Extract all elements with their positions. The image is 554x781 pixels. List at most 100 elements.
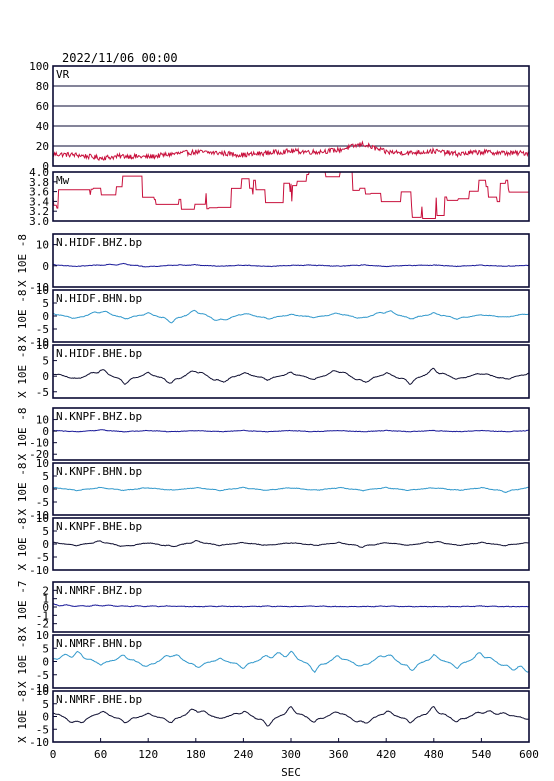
y-tick-label: 0: [42, 370, 49, 383]
panel-2: 3.03.23.43.63.84.0 Mw: [29, 166, 530, 228]
x-tick-label: 300: [281, 748, 301, 761]
y-tick-label: 0: [42, 483, 49, 496]
y-tick-label: 0: [42, 160, 49, 173]
y-tick-label: -5: [36, 386, 49, 399]
panel-label: Mw: [56, 174, 70, 187]
y-axis-label: X 10E -8: [16, 345, 29, 398]
x-tick-label: 480: [424, 748, 444, 761]
y-tick-label: 4.0: [29, 166, 49, 179]
y-tick-label: -10: [29, 281, 49, 294]
panel-label: N.KNPF.BHN.bp: [56, 465, 142, 478]
panel-label: N.KNPF.BHE.bp: [56, 520, 142, 533]
y-tick-label: 10: [36, 629, 49, 642]
panel-frame: [52, 233, 530, 288]
panel-frame: [52, 171, 530, 222]
series-line: [53, 650, 530, 674]
y-tick-label: 100: [29, 60, 49, 73]
x-tick-label: 420: [376, 748, 396, 761]
y-tick-label: 10: [36, 512, 49, 525]
panel-frame: [52, 344, 530, 399]
y-tick-label: -10: [29, 509, 49, 522]
y-tick-label: 1: [42, 593, 49, 606]
y-tick-label: 5: [42, 698, 49, 711]
panel-label: N.HIDF.BHN.bp: [56, 292, 142, 305]
y-axis-label: X 10E -8: [16, 690, 29, 743]
y-tick-label: 40: [36, 120, 49, 133]
x-tick-label: 240: [233, 748, 253, 761]
panel-label: N.NMRF.BHZ.bp: [56, 584, 142, 597]
panel-label: N.NMRF.BHN.bp: [56, 637, 142, 650]
panel-label: N.HIDF.BHZ.bp: [56, 236, 142, 249]
y-tick-label: 5: [42, 470, 49, 483]
series-line: [52, 539, 530, 549]
y-tick-label: 0: [42, 656, 49, 669]
y-tick-label: 3.2: [29, 205, 49, 218]
y-axis-label: X 10E -8: [16, 290, 29, 343]
series-line: [52, 309, 530, 324]
y-tick-label: 3.4: [29, 195, 49, 208]
y-tick-label: 3.0: [29, 215, 49, 228]
y-tick-label: 20: [36, 140, 49, 153]
x-tick-label: 0: [50, 748, 57, 761]
y-tick-label: 0: [42, 260, 49, 273]
y-tick-label: 10: [36, 239, 49, 252]
y-tick-label: 5: [42, 525, 49, 538]
series-line: [52, 367, 530, 385]
panel-label: N.HIDF.BHE.bp: [56, 347, 142, 360]
y-tick-label: -20: [29, 448, 49, 461]
y-tick-label: 10: [36, 284, 49, 297]
y-tick-label: -10: [29, 336, 49, 349]
x-tick-label: 180: [186, 748, 206, 761]
x-axis: 0 60 120 180 240 300 360 420 480 540 600: [50, 738, 539, 761]
series-line: [52, 140, 530, 161]
x-axis-label: SEC: [281, 766, 301, 779]
y-tick-label: 10: [36, 685, 49, 698]
y-axis-label: X 10E -7: [16, 581, 29, 634]
panel-5: -5 0 5 10 N.HIDF.BHE.bp X 10E -8: [16, 339, 530, 399]
x-tick-label: 540: [471, 748, 491, 761]
series-line: [52, 486, 530, 494]
y-tick-label: 10: [36, 457, 49, 470]
y-tick-label: -5: [36, 496, 49, 509]
y-tick-label: -5: [36, 723, 49, 736]
y-axis-label: X 10E -8: [16, 518, 29, 571]
series-line: [52, 706, 529, 727]
y-tick-label: 0: [42, 310, 49, 323]
y-axis-label: X 10E -8: [16, 635, 29, 688]
x-tick-label: 360: [329, 748, 349, 761]
panel-group: 020406080100VR3.03.23.43.63.84.0Mw-10010…: [16, 60, 530, 749]
y-tick-label: 5: [42, 355, 49, 368]
panel-label: VR: [56, 68, 70, 81]
series-line: [52, 171, 529, 219]
chart-title: 2022/11/06 00:00: [62, 51, 178, 65]
y-tick-label: -10: [29, 564, 49, 577]
y-tick-label: -10: [29, 736, 49, 749]
x-tick-label: 60: [94, 748, 107, 761]
panel-label: N.KNPF.BHZ.bp: [56, 410, 142, 423]
panel-3: -10 0 10 N.HIDF.BHZ.bp X 10E -8: [16, 233, 530, 294]
panel-label: N.NMRF.BHE.bp: [56, 693, 142, 706]
y-tick-label: 60: [36, 100, 49, 113]
y-tick-label: -10: [29, 682, 49, 695]
series-line: [52, 603, 530, 608]
y-tick-label: 3.6: [29, 186, 49, 199]
y-tick-label: 0: [42, 538, 49, 551]
y-tick-label: 3.8: [29, 176, 49, 189]
y-tick-label: 0: [42, 711, 49, 724]
y-tick-label: -5: [36, 669, 49, 682]
y-tick-label: -5: [36, 551, 49, 564]
x-tick-label: 600: [519, 748, 539, 761]
y-tick-label: -10: [29, 437, 49, 450]
y-tick-label: 5: [42, 642, 49, 655]
series-line: [52, 262, 530, 268]
y-tick-label: 0: [42, 425, 49, 438]
y-tick-label: 0: [42, 601, 49, 614]
panel-frame: [52, 407, 530, 461]
y-tick-label: 10: [36, 339, 49, 352]
y-tick-label: -1: [36, 609, 49, 622]
